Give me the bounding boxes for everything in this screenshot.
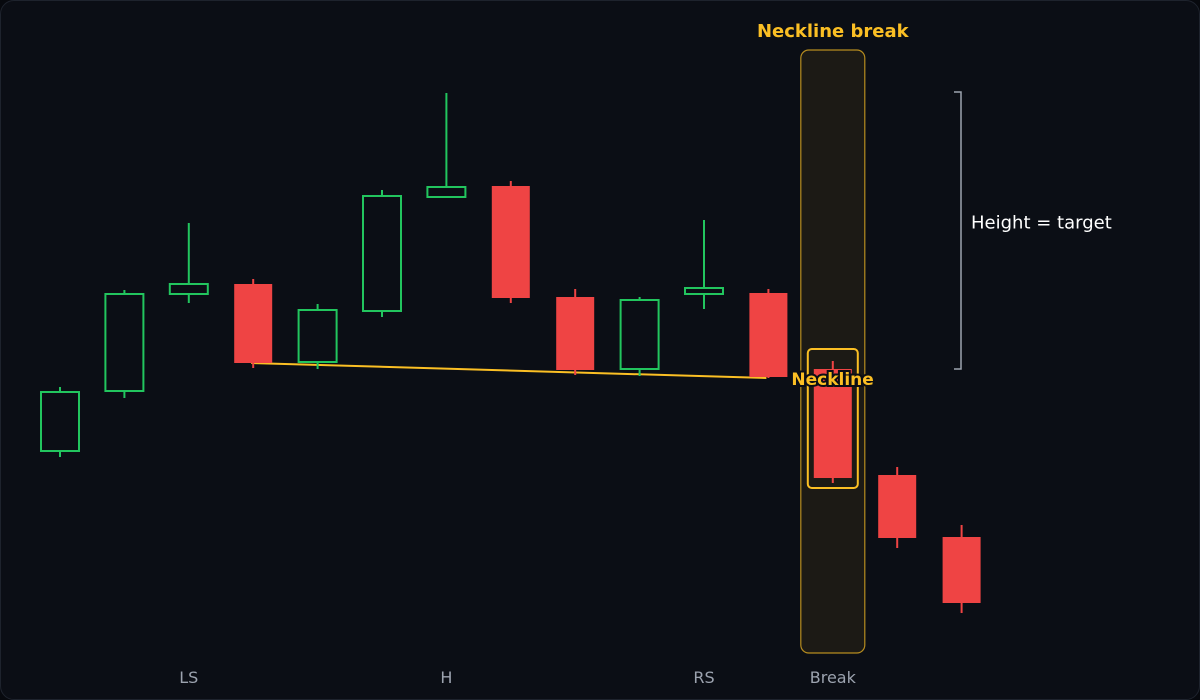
candle-13 (813, 361, 852, 483)
candle-body (749, 293, 788, 377)
candle-body (426, 186, 467, 198)
candle-10 (619, 297, 660, 376)
x-label-rs: RS (693, 668, 714, 687)
neckline-line (251, 362, 767, 379)
candle-body (362, 195, 402, 312)
candle-1 (40, 387, 80, 457)
x-label-break: Break (810, 668, 857, 687)
candle-5 (297, 304, 338, 369)
candle-4 (234, 279, 273, 368)
candle-2 (104, 290, 145, 398)
neckline-break-label: Neckline break (757, 21, 910, 42)
candle-body (297, 309, 338, 363)
candle-body (813, 369, 852, 478)
candle-11 (684, 220, 724, 309)
candle-body (942, 537, 981, 603)
candle-body (234, 284, 273, 363)
candle-body (40, 391, 80, 452)
candle-9 (556, 289, 595, 375)
candle-12 (749, 289, 788, 378)
candle-body (168, 283, 209, 295)
candle-body (619, 299, 660, 370)
neckline-label: Neckline (791, 370, 873, 390)
height-bracket (954, 91, 962, 370)
candle-14 (878, 467, 917, 548)
candle-body (104, 293, 145, 392)
break-highlight-column (800, 49, 866, 654)
candle-3 (168, 223, 209, 303)
x-label-ls: LS (179, 668, 198, 687)
x-label-h: H (440, 668, 452, 687)
break-candle-highlight-box (806, 348, 859, 489)
candle-body (556, 297, 595, 370)
candle-body (684, 287, 724, 295)
candle-8 (491, 181, 530, 303)
height-target-label: Height = target (971, 213, 1112, 234)
candle-body (878, 475, 917, 538)
candle-body (491, 186, 530, 298)
candle-7 (426, 93, 467, 198)
candle-6 (362, 190, 402, 317)
candle-15 (942, 525, 981, 613)
